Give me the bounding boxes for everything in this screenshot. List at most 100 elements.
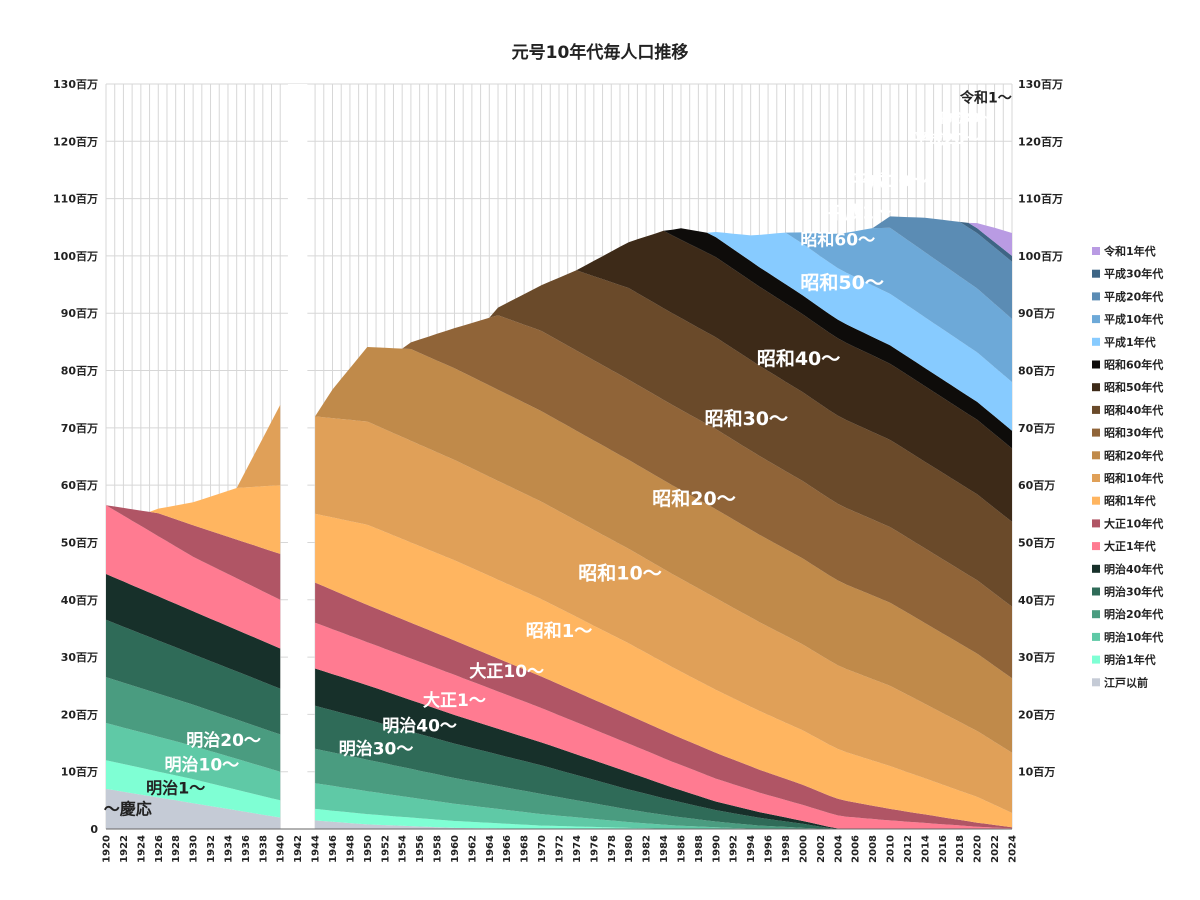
x-tick-label: 1958: [433, 835, 444, 863]
x-tick-label: 2022: [990, 835, 1001, 863]
y-tick-label-left: 40百万: [61, 594, 98, 607]
x-tick-label: 1948: [345, 835, 356, 863]
y-tick-label-right: 30百万: [1018, 651, 1055, 664]
legend-swatch: [1092, 360, 1100, 369]
legend-swatch: [1092, 315, 1100, 324]
x-tick-label: 1944: [311, 835, 322, 863]
y-tick-label-left: 120百万: [53, 135, 98, 148]
area-11: [106, 347, 1012, 753]
era-label: 昭和50〜: [800, 271, 883, 294]
era-label: 明治40〜: [382, 716, 457, 737]
x-axis-ticks: 1920 1922 1924 1926 1928 1930 1932 1934 1936 1938…: [102, 835, 1019, 863]
x-tick-label: 2014: [920, 835, 931, 863]
era-label: 平成30〜: [936, 110, 993, 126]
x-tick-label: 1942: [293, 835, 304, 863]
legend-label: 江戸以前: [1104, 675, 1148, 689]
y-tick-label-right: 10百万: [1018, 766, 1055, 779]
area-13: [106, 270, 1012, 607]
x-tick-label: 1922: [119, 835, 130, 863]
y-tick-label-right: 120百万: [1018, 135, 1063, 148]
x-tick-label: 1954: [398, 835, 409, 863]
legend-label: 昭和40年代: [1104, 403, 1163, 417]
era-label: 明治10〜: [164, 755, 239, 776]
legend-swatch: [1092, 655, 1100, 664]
legend-label: 大正10年代: [1104, 516, 1163, 530]
y-axis-left-ticks: 0 10百万 20百万 30百万 40百万 50百万 60百万 70百万 80百万 90百万 100…: [53, 78, 98, 836]
era-label: 平成20〜: [914, 130, 980, 148]
x-tick-label: 1960: [450, 835, 461, 863]
legend-swatch: [1092, 496, 1100, 505]
y-tick-label-right: 90百万: [1018, 307, 1055, 320]
y-axis-right-ticks: 10百万 20百万 30百万 40百万 50百万 60百万 70百万 80百万 90百万 100百…: [1018, 78, 1063, 779]
era-label: 大正1〜: [423, 690, 486, 711]
y-tick-label-right: 50百万: [1018, 536, 1055, 549]
legend-label: 昭和60年代: [1104, 358, 1163, 372]
x-tick-label: 1964: [485, 835, 496, 863]
x-tick-label: 1988: [694, 835, 705, 863]
legend-label: 昭和30年代: [1104, 426, 1163, 440]
legend-swatch: [1092, 678, 1100, 687]
x-tick-label: 1938: [258, 835, 269, 863]
legend-swatch: [1092, 292, 1100, 301]
x-tick-label: 1966: [502, 835, 513, 863]
x-tick-label: 2018: [955, 835, 966, 863]
x-tick-label: 1928: [171, 835, 182, 863]
era-label: 明治20〜: [186, 730, 261, 751]
x-tick-label: 2006: [851, 835, 862, 863]
era-label: 明治30〜: [339, 739, 414, 760]
legend-swatch: [1092, 542, 1100, 551]
era-label: 大正10〜: [469, 661, 544, 682]
y-tick-label-right: 20百万: [1018, 708, 1055, 721]
legend-label: 昭和10年代: [1104, 471, 1163, 485]
legend-swatch: [1092, 247, 1100, 255]
x-tick-label: 1920: [102, 835, 113, 863]
legend-label: 昭和1年代: [1104, 494, 1156, 508]
y-tick-label-left: 130百万: [53, 78, 98, 91]
x-tick-label: 1990: [711, 835, 722, 863]
era-label: 令和1〜: [959, 89, 1012, 106]
x-tick-label: 2016: [938, 835, 949, 863]
y-tick-label-left: 100百万: [53, 250, 98, 263]
era-label: 〜慶応: [104, 800, 152, 819]
y-tick-label-left: 90百万: [61, 307, 98, 320]
x-tick-label: 1970: [537, 835, 548, 863]
x-tick-label: 1926: [154, 835, 165, 863]
x-tick-label: 2002: [816, 835, 827, 863]
x-tick-label: 1986: [676, 835, 687, 863]
area-9: [106, 485, 1012, 828]
area-18: [106, 216, 1012, 512]
y-tick-label-right: 130百万: [1018, 78, 1063, 91]
x-tick-label: 1946: [328, 835, 339, 863]
era-label: 昭和30〜: [705, 407, 788, 430]
x-tick-label: 2020: [973, 835, 984, 863]
x-tick-label: 1978: [607, 835, 618, 863]
x-tick-label: 1968: [520, 835, 531, 863]
x-tick-label: 1950: [363, 835, 374, 863]
area-5: [106, 619, 1012, 829]
area-1: [106, 788, 1012, 829]
legend-label: 明治1年代: [1104, 653, 1156, 667]
legend-swatch: [1092, 451, 1100, 460]
legend-swatch: [1092, 405, 1100, 414]
y-tick-label-right: 110百万: [1018, 193, 1063, 206]
area-15: [106, 228, 1012, 512]
era-label: 昭和40〜: [757, 347, 840, 370]
y-tick-label-right: 70百万: [1018, 422, 1055, 435]
legend-swatch: [1092, 564, 1100, 573]
x-tick-label: 1994: [746, 835, 757, 863]
legend: 令和1年代平成30年代平成20年代平成10年代平成1年代昭和60年代昭和50年代…: [1092, 244, 1163, 689]
legend-label: 平成10年代: [1104, 312, 1163, 326]
x-tick-label: 2004: [833, 835, 844, 863]
x-tick-label: 2008: [868, 835, 879, 863]
era-labels: 〜慶応 明治1〜 明治10〜 明治20〜 明治30〜明治40〜 大正1〜 大正10〜 昭和1〜…: [104, 89, 1012, 818]
y-tick-label-right: 40百万: [1018, 594, 1055, 607]
legend-label: 明治20年代: [1104, 607, 1163, 621]
x-tick-label: 2010: [886, 835, 897, 863]
y-tick-label-left: 50百万: [61, 536, 98, 549]
era-label: 平成10〜: [853, 171, 928, 192]
era-label: 昭和60〜: [800, 231, 875, 251]
area-14: [106, 230, 1012, 522]
x-tick-label: 2012: [903, 835, 914, 863]
x-tick-label: 1934: [223, 835, 234, 863]
